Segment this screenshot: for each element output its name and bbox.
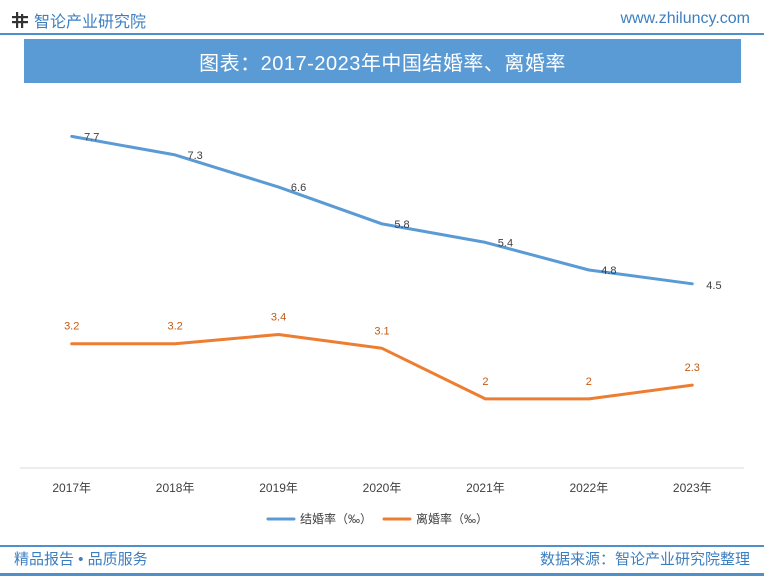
data-label: 2 (586, 376, 592, 388)
data-label: 6.6 (291, 182, 306, 194)
x-tick-label: 2021年 (466, 481, 505, 495)
legend-label: 离婚率（‰） (416, 511, 488, 526)
divorce-rate-line (70, 333, 694, 401)
footer-slogan: 精品报告 • 品质服务 (14, 551, 148, 568)
header-divider (0, 33, 764, 35)
brand-name: 智论产业研究院 (34, 14, 147, 31)
data-label: 3.1 (374, 325, 389, 337)
chart-title: 图表：2017-2023年中国结婚率、离婚率 (24, 39, 741, 83)
data-label: 7.7 (84, 131, 99, 143)
data-label: 5.4 (498, 237, 513, 249)
data-label: 7.3 (187, 150, 202, 162)
footer-bottom-bar (0, 573, 764, 576)
data-label: 2 (482, 376, 488, 388)
data-label: 4.8 (601, 265, 616, 277)
x-tick-label: 2023年 (673, 481, 712, 495)
x-tick-label: 2020年 (363, 481, 402, 495)
data-label: 4.5 (706, 280, 721, 292)
logo-mark-icon (12, 12, 28, 28)
legend-label: 结婚率（‰） (300, 511, 372, 526)
website-link[interactable]: www.zhiluncy.com (620, 10, 750, 27)
x-tick-label: 2018年 (156, 481, 195, 495)
data-label: 3.2 (64, 321, 79, 333)
footer-divider (0, 545, 764, 547)
marriage-rate-line (70, 134, 694, 286)
x-tick-label: 2019年 (259, 481, 298, 495)
data-label: 3.2 (167, 321, 182, 333)
data-label: 5.8 (394, 219, 409, 231)
data-label: 3.4 (271, 311, 286, 323)
brand[interactable]: 智论产业研究院 (10, 8, 146, 32)
x-tick-label: 2017年 (52, 481, 91, 495)
data-label: 2.3 (685, 362, 700, 374)
footer-source: 数据来源：智论产业研究院整理 (539, 551, 750, 568)
x-tick-label: 2022年 (570, 481, 609, 495)
